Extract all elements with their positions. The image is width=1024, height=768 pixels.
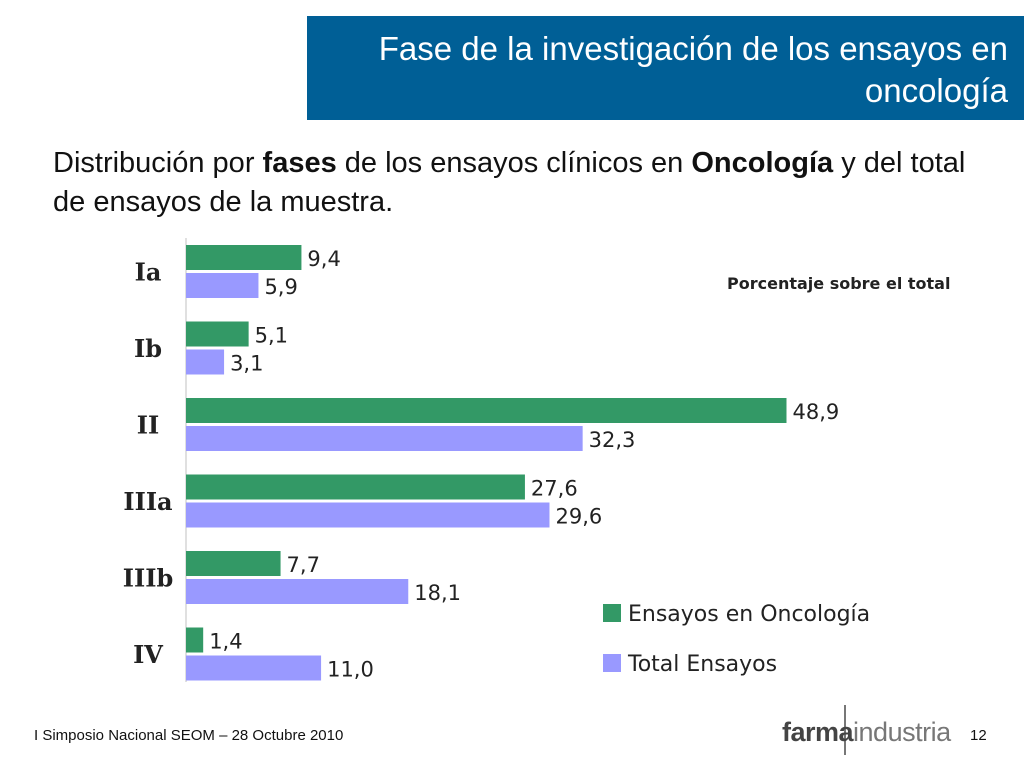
subtitle-part: y del total de ensayos de la muestra.	[53, 147, 966, 218]
data-label-Ia-total: 5,9	[264, 275, 297, 299]
subtitle-part: Oncología	[691, 147, 834, 179]
bar-IIIa-total	[186, 502, 550, 528]
bar-IIIb-total	[186, 579, 409, 604]
data-label-IIIb-oncologia: 7,7	[287, 553, 320, 577]
category-label-IV: IV	[133, 640, 163, 669]
phase-bar-chart: Ia 9,4 5,9 Ib 5,1 3,1 II 48,9 32,3 IIIa 27,6 29,6 II…	[123, 238, 950, 682]
bar-IIIa-oncologia	[186, 474, 525, 500]
bar-Ib-oncologia	[186, 321, 249, 347]
category-label-IIIb: IIIb	[123, 564, 173, 593]
legend-swatch-oncologia	[603, 604, 621, 622]
category-label-Ia: Ia	[135, 258, 162, 287]
bar-IV-total	[186, 655, 322, 681]
category-label-IIIa: IIIa	[123, 487, 172, 516]
subtitle-part: fases	[262, 147, 337, 179]
slide-title: Fase de la investigación de los ensayos …	[307, 16, 1024, 120]
data-label-IIIb-total: 18,1	[414, 581, 461, 605]
footer-event: I Simposio Nacional SEOM – 28 Octubre 20…	[34, 727, 344, 744]
slide-subtitle: Distribución por fases de los ensayos cl…	[53, 144, 1003, 222]
farmaindustria-logo: farmaindustria	[782, 712, 951, 752]
data-label-IV-oncologia: 1,4	[209, 630, 242, 654]
bar-II-total	[186, 426, 583, 451]
page-number: 12	[970, 727, 987, 744]
bar-II-oncologia	[186, 398, 787, 423]
bar-Ia-oncologia	[186, 245, 302, 270]
data-label-Ib-total: 3,1	[230, 352, 263, 376]
logo-part-bold: farma	[782, 717, 854, 747]
data-label-II-oncologia: 48,9	[792, 400, 839, 424]
logo-part-light: industria	[853, 717, 951, 747]
category-label-II: II	[137, 411, 159, 440]
bar-IV-oncologia	[186, 627, 204, 653]
data-label-Ib-oncologia: 5,1	[255, 324, 288, 348]
bar-Ia-total	[186, 273, 259, 298]
legend-swatch-total	[603, 654, 621, 672]
legend-label-oncologia: Ensayos en Oncología	[628, 602, 870, 627]
category-label-Ib: Ib	[134, 334, 162, 363]
legend-label-total: Total Ensayos	[627, 652, 777, 677]
data-label-IIIa-oncologia: 27,6	[531, 477, 578, 501]
data-label-IIIa-total: 29,6	[555, 505, 602, 529]
chart-annotation: Porcentaje sobre el total	[727, 274, 950, 293]
subtitle-part: de los ensayos clínicos en	[336, 147, 692, 179]
bar-Ib-total	[186, 349, 225, 375]
bar-IIIb-oncologia	[186, 551, 281, 576]
data-label-Ia-oncologia: 9,4	[307, 247, 340, 271]
data-label-IV-total: 11,0	[327, 658, 374, 682]
subtitle-part: Distribución por	[53, 147, 263, 179]
data-label-II-total: 32,3	[589, 428, 636, 452]
logo-divider	[844, 705, 846, 755]
